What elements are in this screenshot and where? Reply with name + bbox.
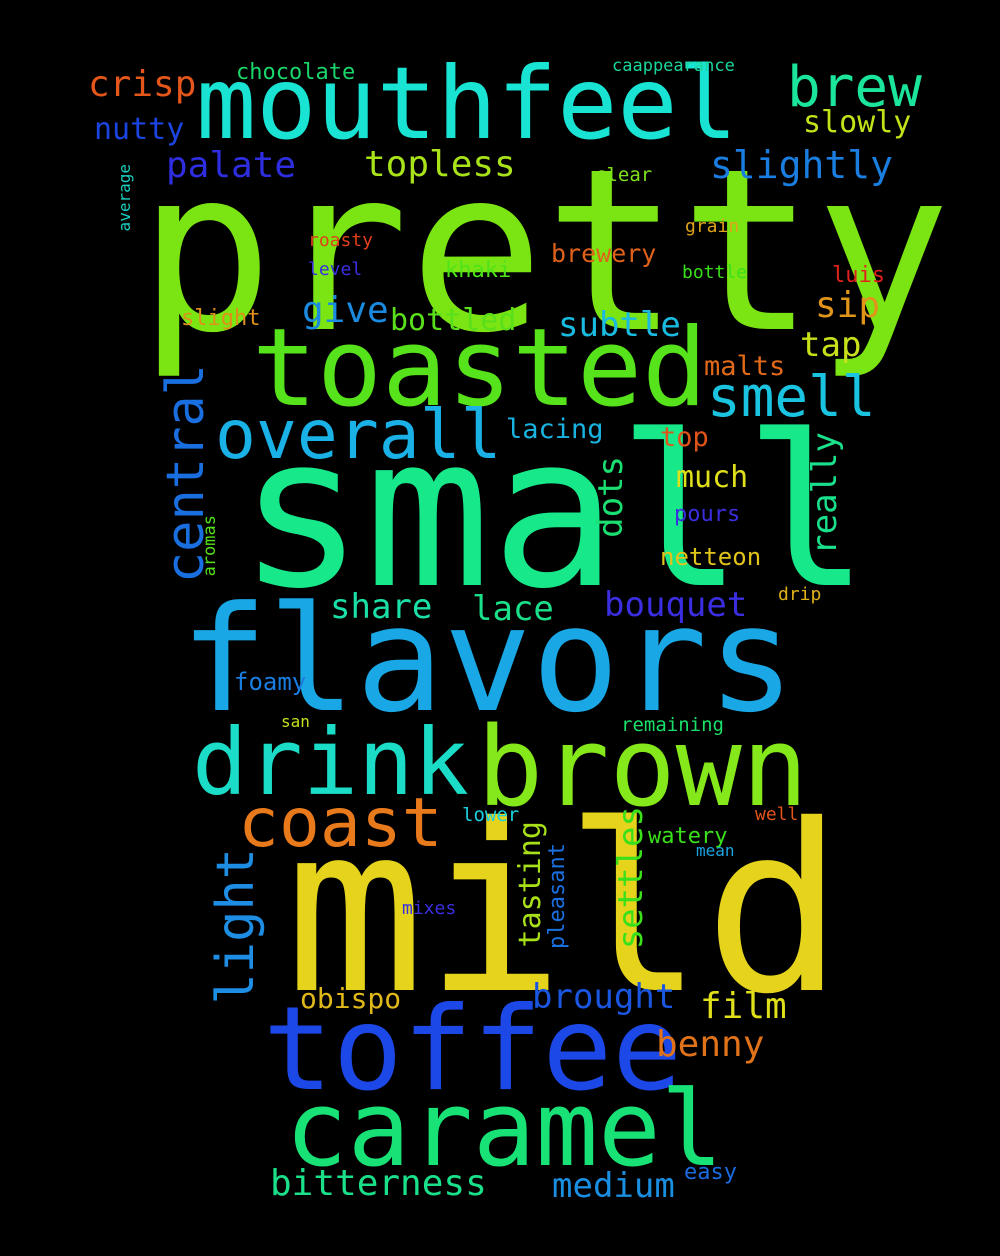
word: brought — [532, 977, 676, 1017]
word: dots — [591, 456, 631, 538]
word: brew — [787, 55, 922, 120]
word: mean — [696, 841, 735, 860]
word: brewery — [551, 239, 657, 268]
word: coast — [238, 784, 443, 863]
word: caramel — [285, 1068, 724, 1190]
word: level — [308, 259, 363, 280]
word: malts — [704, 351, 786, 382]
word: grain — [685, 216, 740, 237]
word: film — [700, 986, 787, 1027]
word: overall — [215, 396, 502, 475]
word: average — [115, 164, 134, 232]
word: pleasant — [545, 843, 570, 949]
word: much — [676, 460, 749, 495]
word: slightly — [710, 143, 894, 187]
word: small — [238, 390, 871, 635]
word: aromas — [200, 515, 220, 577]
word: well — [755, 804, 799, 825]
word: luis — [832, 263, 885, 288]
word: netteon — [660, 543, 762, 571]
word: flavors — [180, 575, 796, 745]
word: bottled — [390, 303, 517, 338]
word: watery — [648, 824, 728, 849]
word: settles — [611, 806, 651, 950]
word: pours — [674, 502, 741, 527]
word: top — [660, 422, 709, 453]
word: tasting — [513, 821, 548, 948]
word: mouthfeel — [196, 45, 738, 162]
word: bitterness — [270, 1163, 487, 1204]
word: lace — [472, 589, 554, 629]
word: tap — [800, 325, 862, 365]
word: drip — [778, 584, 822, 605]
word: slowly — [803, 105, 912, 140]
word: remaining — [621, 714, 724, 736]
word: benny — [656, 1024, 765, 1065]
word: toasted — [252, 306, 708, 431]
word: give — [302, 290, 389, 331]
word: toffee — [263, 982, 683, 1117]
word: sip — [815, 285, 881, 326]
word: really — [805, 432, 845, 555]
word: foamy — [234, 668, 307, 696]
word: khaki — [445, 258, 512, 283]
word: slight — [181, 306, 261, 331]
word: share — [330, 587, 433, 627]
word: topless — [364, 144, 516, 185]
word: chocolate — [236, 60, 356, 85]
word: crisp — [88, 64, 197, 105]
word: caappearance — [612, 56, 735, 76]
word: nutty — [94, 112, 185, 147]
word: san — [281, 712, 310, 731]
word: mixes — [402, 898, 457, 919]
word: subtle — [558, 305, 681, 345]
word: medium — [552, 1166, 675, 1206]
word: roasty — [308, 230, 374, 251]
word: smell — [707, 365, 876, 430]
word: clear — [595, 164, 653, 186]
word: lacing — [506, 414, 604, 445]
word: light — [206, 848, 266, 1005]
word: brown — [477, 703, 809, 831]
word: bouquet — [604, 585, 748, 625]
word: palate — [166, 145, 297, 186]
word: obispo — [300, 982, 402, 1015]
word: mild — [285, 775, 844, 1045]
word: bottle — [682, 262, 748, 283]
word: easy — [684, 1160, 737, 1185]
word: drink — [192, 709, 469, 816]
word: lower — [462, 804, 520, 826]
word: pretty — [138, 121, 951, 383]
